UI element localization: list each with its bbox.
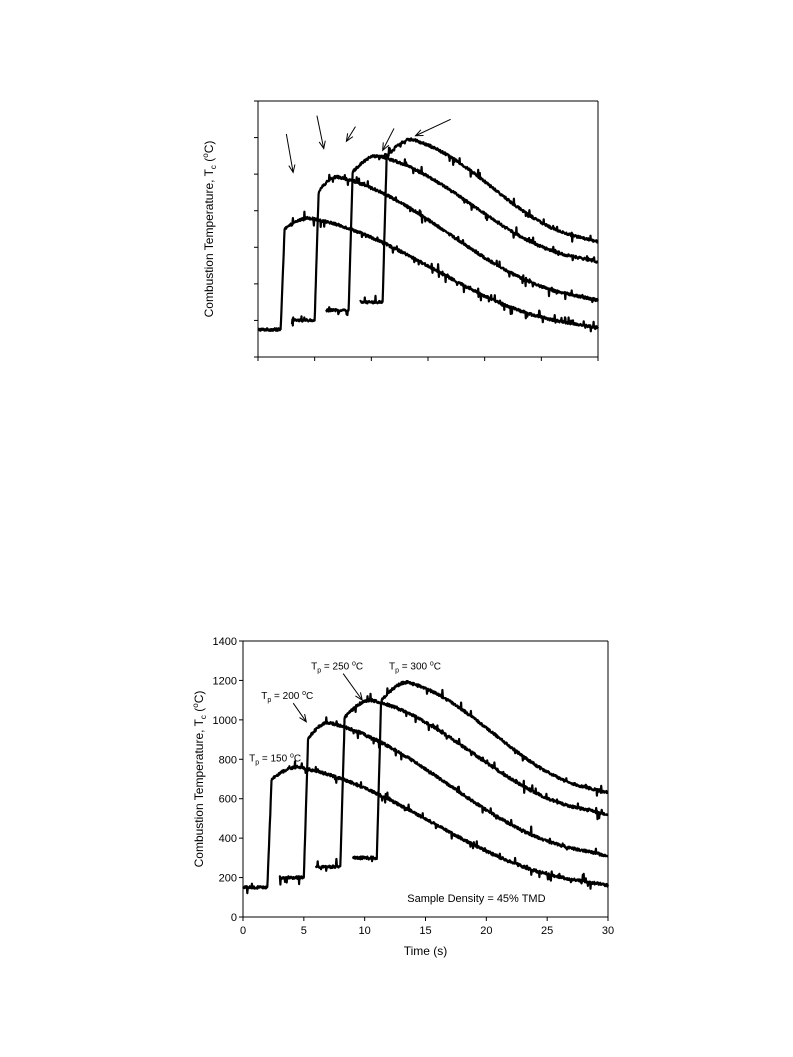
- y-axis-label: Combustion Temperature, Tc (oC): [201, 141, 218, 318]
- annotation-arrowhead: [355, 692, 363, 702]
- y-tick-label: 200: [219, 873, 237, 885]
- data-series-2: [278, 716, 609, 886]
- pointer-arrowhead: [345, 133, 354, 143]
- y-axis-label: Combustion Temperature, Tc (oC): [191, 691, 208, 868]
- annotation-label: Tp = 250 oC: [311, 661, 363, 675]
- x-tick-label: 15: [419, 925, 431, 937]
- data-series-3: [314, 692, 609, 872]
- annotation-arrowhead: [299, 713, 308, 723]
- x-tick-label: 25: [541, 925, 553, 937]
- y-tick-label: 600: [219, 794, 237, 806]
- y-tick-label: 400: [219, 833, 237, 845]
- annotation-arrow: [342, 673, 363, 701]
- chart-2: 0 200 400 600 800 1000 1200 1400 0 5 10 15 20 25 30 Com…: [191, 636, 614, 958]
- y-tick-label: 1200: [213, 675, 237, 687]
- data-series-3: [325, 152, 599, 317]
- data-series-4: [359, 137, 599, 305]
- data-series-1: [242, 760, 609, 895]
- pointer-arrow: [345, 126, 356, 142]
- x-tick-label: 30: [602, 925, 614, 937]
- data-series-2: [290, 173, 599, 327]
- pointer-arrowhead: [318, 140, 326, 150]
- sample-density-note: Sample Density = 45% TMD: [407, 893, 545, 905]
- pointer-arrowhead: [414, 129, 424, 137]
- x-tick-label: 5: [301, 925, 307, 937]
- pointer-arrowhead: [382, 142, 390, 152]
- chart-1: Combustion Temperature, Tc (oC): [201, 100, 599, 361]
- x-tick-label: 20: [480, 925, 492, 937]
- y-tick-label: 1400: [213, 636, 237, 648]
- annotation-arrow: [292, 702, 307, 723]
- x-tick-label: 0: [240, 925, 246, 937]
- pointer-arrow: [316, 115, 325, 149]
- annotation-label: Tp = 150 oC: [249, 752, 301, 766]
- x-axis-label: Time (s): [404, 944, 448, 958]
- pointer-arrowhead: [288, 164, 296, 174]
- y-tick-label: 800: [219, 754, 237, 766]
- pointer-arrow: [285, 133, 294, 173]
- y-tick-label: 1000: [213, 715, 237, 727]
- pointer-arrow: [382, 128, 395, 151]
- x-tick-label: 10: [359, 925, 371, 937]
- pointer-arrow: [415, 118, 451, 137]
- data-series-1: [257, 210, 599, 333]
- data-series-4: [351, 680, 609, 863]
- y-tick-label: 0: [231, 912, 237, 924]
- annotation-label: Tp = 300 oC: [389, 661, 441, 675]
- annotation-label: Tp = 200 oC: [261, 690, 313, 704]
